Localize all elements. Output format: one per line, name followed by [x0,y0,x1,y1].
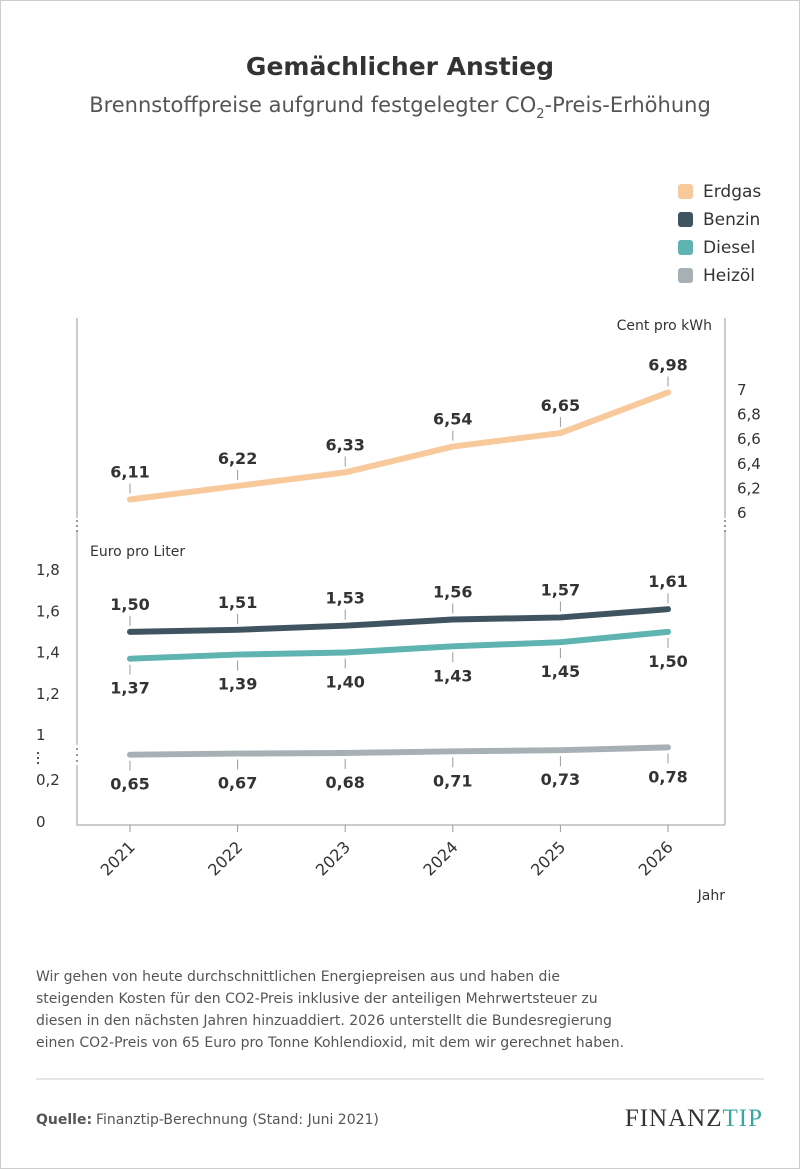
y-tick-label: 0 [36,813,46,831]
value-label: 1,43 [433,666,472,685]
value-label: 1,61 [648,572,687,591]
note: Wir gehen von heute durchschnittlichen E… [36,969,560,985]
legend-label: Diesel [703,238,755,258]
value-label: 6,98 [648,355,687,374]
series-line [127,606,671,635]
source-label: Quelle: [36,1112,92,1128]
value-label: 0,71 [433,771,472,790]
y2-tick-label: 6,6 [737,430,761,448]
legend-swatch [678,268,693,283]
y2-tick-label: 6,8 [737,406,761,424]
y-tick-label: 1,8 [36,561,60,579]
value-label: 1,39 [218,675,257,694]
value-label: 6,65 [541,396,580,415]
axis-frame [76,318,726,826]
logo: FINANZTIP [625,1105,763,1132]
legend-label: Erdgas [703,182,761,202]
value-label: 1,40 [325,673,364,692]
legend-swatch [678,184,693,199]
value-label: 1,45 [541,662,580,681]
series-line [127,389,671,503]
subtitle-part: -Preis-Erhöhung [545,93,711,117]
y-axis-label: Euro pro Liter [90,544,185,560]
note: steigenden Kosten für den CO2-Preis inkl… [36,991,598,1007]
frame [37,318,726,826]
y-tick-label: 1,6 [36,602,60,620]
logo-part: TIP [723,1105,764,1132]
y-tick-label: 0,2 [36,771,60,789]
series-line [127,628,671,662]
y-tick-label: 1,4 [36,644,60,662]
y2-axis-label: Cent pro kWh [617,318,712,334]
y2-tick-label: 6,4 [737,455,761,473]
legend-label: Heizöl [703,266,755,286]
x-axis-label: Jahr [697,888,726,904]
value-label: 1,56 [433,583,472,602]
series-line [127,744,671,758]
source: Finanztip-Berechnung (Stand: Juni 2021) [96,1112,379,1128]
legend-label: Benzin [703,210,760,230]
value-label: 1,50 [648,652,687,671]
note: einen CO2-Preis von 65 Euro pro Tonne Ko… [36,1035,624,1051]
value-label: 0,65 [110,775,149,794]
value-label: 0,67 [218,774,257,793]
y2-tick-label: 7 [737,381,747,399]
subtitle-subscript: 2 [536,107,544,122]
value-label: 6,54 [433,410,472,429]
value-label: 0,68 [325,773,364,792]
axis-break [76,520,726,762]
value-label: 1,57 [541,580,580,599]
legend-swatch [678,240,693,255]
subtitle-part: Brennstoffpreise aufgrund festgelegter C… [89,93,536,117]
y-tick-label: 1 [36,726,46,744]
value-label: 1,37 [110,679,149,698]
value-label: 6,11 [110,462,149,481]
y-tick-label: 1,2 [36,685,60,703]
value-label: 1,51 [218,593,257,612]
note: diesen in den nächsten Jahren hinzuaddie… [36,1013,612,1029]
value-label: 1,50 [110,595,149,614]
logo-part: FINANZ [625,1105,723,1132]
chart-subtitle: Brennstoffpreise aufgrund festgelegter C… [89,93,711,122]
value-label: 0,78 [648,767,687,786]
value-label: 0,73 [541,770,580,789]
y2-tick-label: 6,2 [737,479,761,497]
chart-title: Gemächlicher Anstieg [246,52,554,81]
value-label: 1,53 [325,589,364,608]
legend-swatch [678,212,693,227]
y2-tick-label: 6 [737,504,747,522]
value-label: 6,22 [218,449,257,468]
footer: Quelle: Finanztip-Berechnung (Stand: Jun… [36,1078,764,1132]
value-label: 6,33 [325,435,364,454]
